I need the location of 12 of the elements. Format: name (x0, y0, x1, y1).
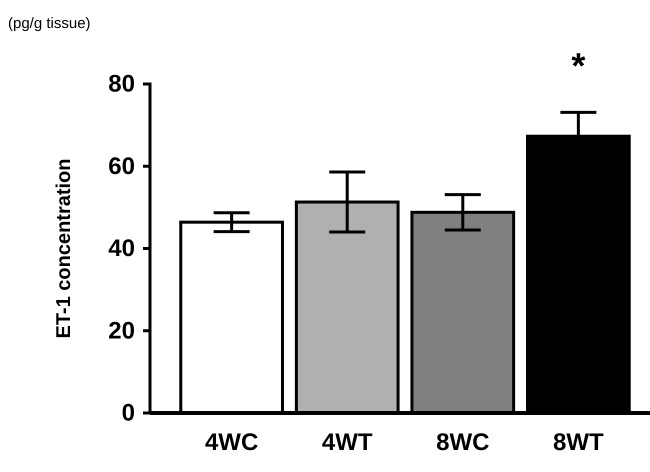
x-tick-label: 8WT (553, 429, 604, 456)
x-tick-label: 8WC (436, 429, 490, 456)
text: (pg/g tissue) (8, 15, 91, 32)
x-tick-label: 4WC (204, 429, 258, 456)
y-tick-label: 60 (108, 152, 135, 180)
y-axis-title: ET-1 concentration (53, 158, 75, 339)
y-tick-label: 40 (108, 235, 135, 262)
y-tick-label: 20 (108, 317, 135, 344)
annotation: * (571, 45, 586, 86)
x-tick-label: 4WT (322, 429, 373, 456)
y-tick-label: 80 (108, 70, 135, 98)
y-tick-label: 0 (122, 400, 135, 427)
